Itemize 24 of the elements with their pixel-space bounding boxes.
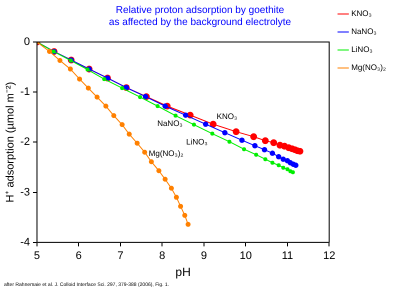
x-tick-label: 11 [282, 250, 294, 262]
y-tick-label: 0 [24, 36, 30, 48]
y-tick-label: -4 [20, 236, 30, 248]
legend-label: LiNO₃ [351, 45, 373, 54]
annotation: NaNO₃ [157, 118, 183, 128]
annotation: Mg(NO₃)₂ [148, 149, 184, 158]
x-tick-label: 6 [76, 250, 82, 262]
chart-title: Relative proton adsorption by goethite as affected by the background electrolyte [108, 4, 292, 28]
annotation: LiNO₃ [186, 137, 208, 146]
legend-label: Mg(NO₃)₂ [351, 63, 386, 72]
x-tick-label: 9 [200, 250, 208, 262]
y-axis-title: H⁺ adsorption (µmol m⁻²) [4, 82, 17, 203]
x-tick-label: 7 [117, 250, 124, 262]
y-tick-label: -1 [20, 86, 30, 98]
y-tick-label: -2 [20, 136, 30, 148]
x-axis-title: pH [175, 265, 191, 280]
x-tick-label: 8 [159, 250, 166, 262]
legend-label: NaNO₃ [351, 27, 377, 36]
x-tick-label: 5 [34, 250, 40, 262]
x-tick-label: 10 [240, 250, 252, 262]
legend-label: KNO₃ [351, 9, 372, 18]
x-tick-label: 12 [323, 250, 336, 262]
annotation: KNO₃ [216, 112, 238, 121]
y-tick-label: -3 [20, 186, 30, 198]
